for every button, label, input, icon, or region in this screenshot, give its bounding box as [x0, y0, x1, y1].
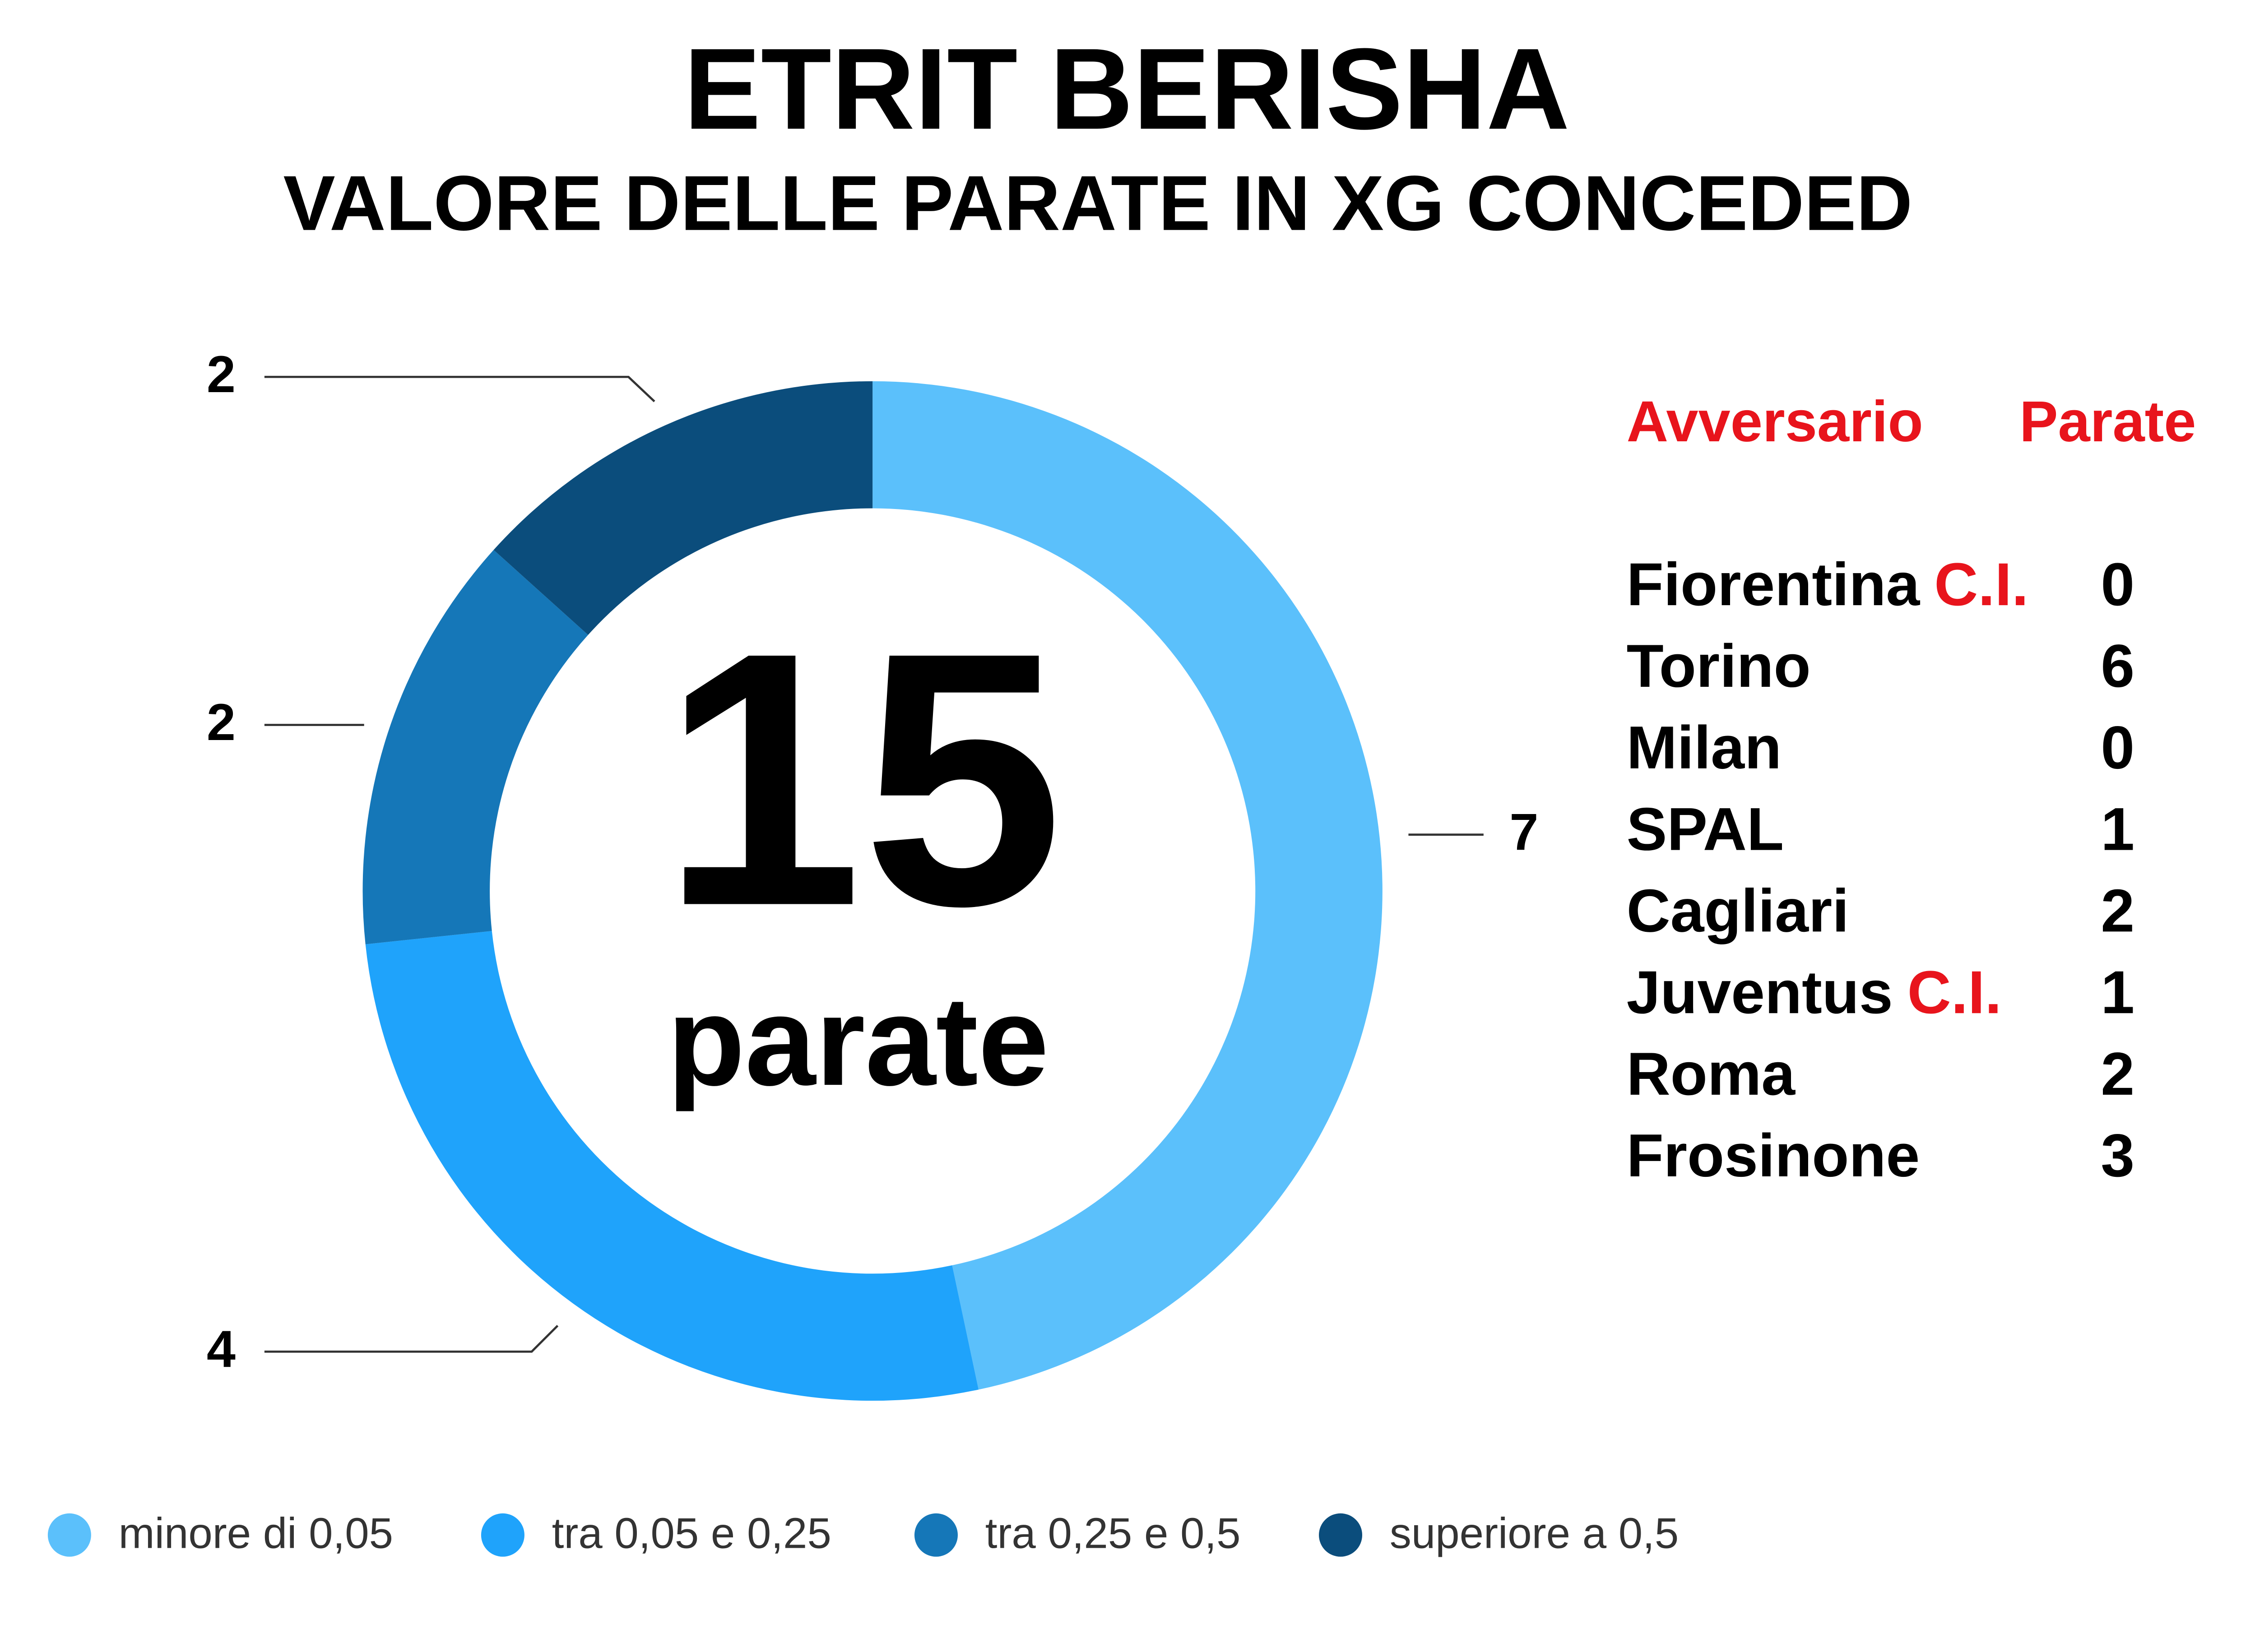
- saves-value: 1: [2101, 958, 2134, 1026]
- table-header: Parate: [2019, 389, 2196, 454]
- team-note: C.I.: [1907, 958, 2002, 1026]
- team-name: Roma: [1627, 1040, 1796, 1108]
- saves-value: 0: [2101, 714, 2134, 782]
- legend-swatch: [914, 1513, 958, 1557]
- legend-label: superiore a 0,5: [1390, 1509, 1679, 1557]
- donut-segment: [493, 381, 873, 635]
- legend-label: minore di 0,05: [119, 1509, 393, 1557]
- saves-value: 3: [2101, 1122, 2134, 1189]
- team-name: Torino: [1627, 632, 1811, 700]
- donut-segment: [365, 931, 979, 1401]
- donut-segment: [362, 550, 588, 944]
- team-name: Fiorentina: [1627, 551, 1921, 618]
- center-label: parate: [668, 970, 1049, 1113]
- saves-value: 2: [2101, 877, 2134, 944]
- team-name: Juventus: [1627, 958, 1893, 1026]
- saves-value: 6: [2101, 632, 2134, 700]
- saves-value: 2: [2101, 1040, 2134, 1108]
- saves-value: 1: [2101, 796, 2134, 863]
- donut-segment: [872, 381, 1383, 1390]
- legend-swatch: [1319, 1513, 1363, 1557]
- team-name: Milan: [1627, 714, 1782, 782]
- saves-value: 0: [2101, 551, 2134, 618]
- team-name: Cagliari: [1627, 877, 1849, 944]
- data-label: 2: [207, 346, 236, 403]
- leader-line: [264, 1325, 559, 1353]
- legend-label: tra 0,05 e 0,25: [552, 1509, 831, 1557]
- data-label: 4: [207, 1320, 236, 1378]
- chart-subtitle: VALORE DELLE PARATE IN XG CONCEDED: [283, 160, 1913, 247]
- team-name: Frosinone: [1627, 1122, 1920, 1189]
- team-name: SPAL: [1627, 796, 1784, 863]
- legend-label: tra 0,25 e 0,5: [985, 1509, 1241, 1557]
- team-note: C.I.: [1934, 551, 2028, 618]
- table-header: Avversario: [1627, 389, 1923, 454]
- legend-swatch: [47, 1513, 91, 1557]
- leader-line: [264, 375, 655, 403]
- data-label: 7: [1509, 803, 1538, 861]
- center-value: 15: [662, 577, 1063, 981]
- chart-title: ETRIT BERISHA: [684, 24, 1570, 153]
- data-label: 2: [207, 694, 236, 751]
- legend-swatch: [481, 1513, 524, 1557]
